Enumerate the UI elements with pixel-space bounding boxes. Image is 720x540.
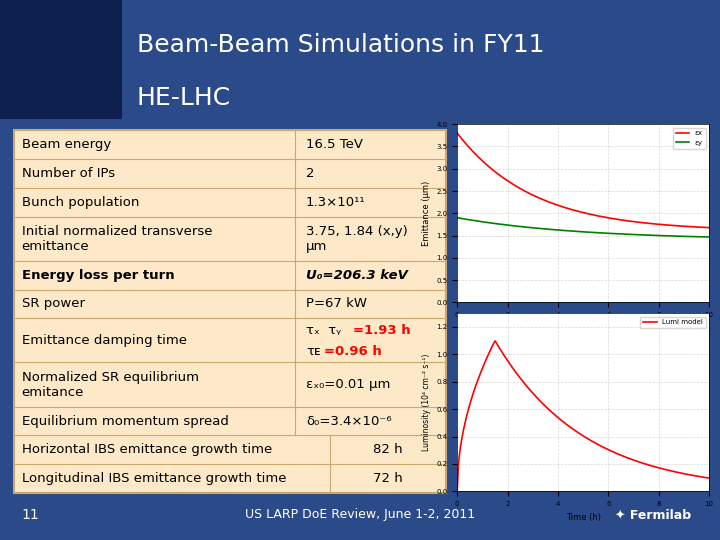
εy <box>692 233 701 240</box>
Text: US LARP DoE Review, June 1-2, 2011: US LARP DoE Review, June 1-2, 2011 <box>245 508 475 521</box>
Text: Beam-Beam Simulations in FY11: Beam-Beam Simulations in FY11 <box>137 33 544 57</box>
X-axis label: Time (h): Time (h) <box>566 323 600 333</box>
εx <box>500 175 508 181</box>
Lumi model <box>468 393 477 399</box>
εy <box>463 216 472 222</box>
Text: 3.75, 1.84 (x,y)
μm: 3.75, 1.84 (x,y) μm <box>306 225 408 253</box>
X-axis label: Time (h): Time (h) <box>566 512 600 522</box>
Legend: Lumi model: Lumi model <box>640 316 706 328</box>
Text: Initial normalized transverse
emittance: Initial normalized transverse emittance <box>22 225 212 253</box>
Text: Bunch population: Bunch population <box>22 195 139 208</box>
Lumi model <box>501 354 510 361</box>
Text: 82 h: 82 h <box>373 443 403 456</box>
Text: Equilibrium momentum spread: Equilibrium momentum spread <box>22 415 228 428</box>
Text: Horizontal IBS emittance growth time: Horizontal IBS emittance growth time <box>22 443 272 456</box>
Text: =0.96 h: =0.96 h <box>324 345 382 358</box>
Text: =1.93 h: =1.93 h <box>353 324 410 337</box>
FancyBboxPatch shape <box>0 0 122 119</box>
Y-axis label: Luminosity (10⁴ cm⁻² s⁻¹): Luminosity (10⁴ cm⁻² s⁻¹) <box>422 354 431 451</box>
εx <box>692 224 701 230</box>
Y-axis label: Emittance (μm): Emittance (μm) <box>422 181 431 246</box>
εx <box>468 148 477 154</box>
εy <box>520 224 528 230</box>
Text: HE-LHC: HE-LHC <box>137 85 231 110</box>
Text: εₓ₀=0.01 μm: εₓ₀=0.01 μm <box>306 378 390 391</box>
Lumi model <box>521 382 530 388</box>
Legend: εx, εy: εx, εy <box>672 127 706 149</box>
Text: P=67 kW: P=67 kW <box>306 298 367 310</box>
Lumi model <box>705 475 714 481</box>
Lumi model <box>491 338 500 344</box>
Text: 72 h: 72 h <box>373 472 403 485</box>
Text: τₓ  τᵧ: τₓ τᵧ <box>306 324 341 337</box>
εx <box>683 223 692 230</box>
Text: Normalized SR equilibrium
emitance: Normalized SR equilibrium emitance <box>22 370 199 399</box>
Line: εy: εy <box>457 218 709 237</box>
εy <box>468 217 477 224</box>
εx <box>463 142 472 149</box>
Text: 11: 11 <box>22 508 40 522</box>
Text: SR power: SR power <box>22 298 85 310</box>
FancyBboxPatch shape <box>14 130 446 493</box>
Text: 1.3×10¹¹: 1.3×10¹¹ <box>306 195 366 208</box>
Lumi model <box>685 471 693 478</box>
εx <box>453 130 462 136</box>
Text: Beam energy: Beam energy <box>22 138 111 151</box>
Lumi model <box>693 473 702 480</box>
εx <box>705 225 714 231</box>
Text: 16.5 TeV: 16.5 TeV <box>306 138 363 151</box>
Text: δ₀=3.4×10⁻⁶: δ₀=3.4×10⁻⁶ <box>306 415 392 428</box>
εy <box>705 234 714 240</box>
Text: τᴇ: τᴇ <box>306 345 320 358</box>
εx <box>520 187 528 194</box>
εy <box>683 233 692 240</box>
Text: Number of IPs: Number of IPs <box>22 167 114 180</box>
Text: U₀=206.3 keV: U₀=206.3 keV <box>306 268 408 281</box>
εy <box>500 221 508 228</box>
Text: Longitudinal IBS emittance growth time: Longitudinal IBS emittance growth time <box>22 472 286 485</box>
Lumi model <box>463 410 472 416</box>
Text: 2: 2 <box>306 167 315 180</box>
Line: Lumi model: Lumi model <box>457 341 709 491</box>
Lumi model <box>453 488 462 495</box>
Text: Energy loss per turn: Energy loss per turn <box>22 268 174 281</box>
Line: εx: εx <box>457 133 709 228</box>
Text: ✦ Fermilab: ✦ Fermilab <box>615 508 691 521</box>
Text: Emittance damping time: Emittance damping time <box>22 334 186 347</box>
εy <box>453 214 462 221</box>
